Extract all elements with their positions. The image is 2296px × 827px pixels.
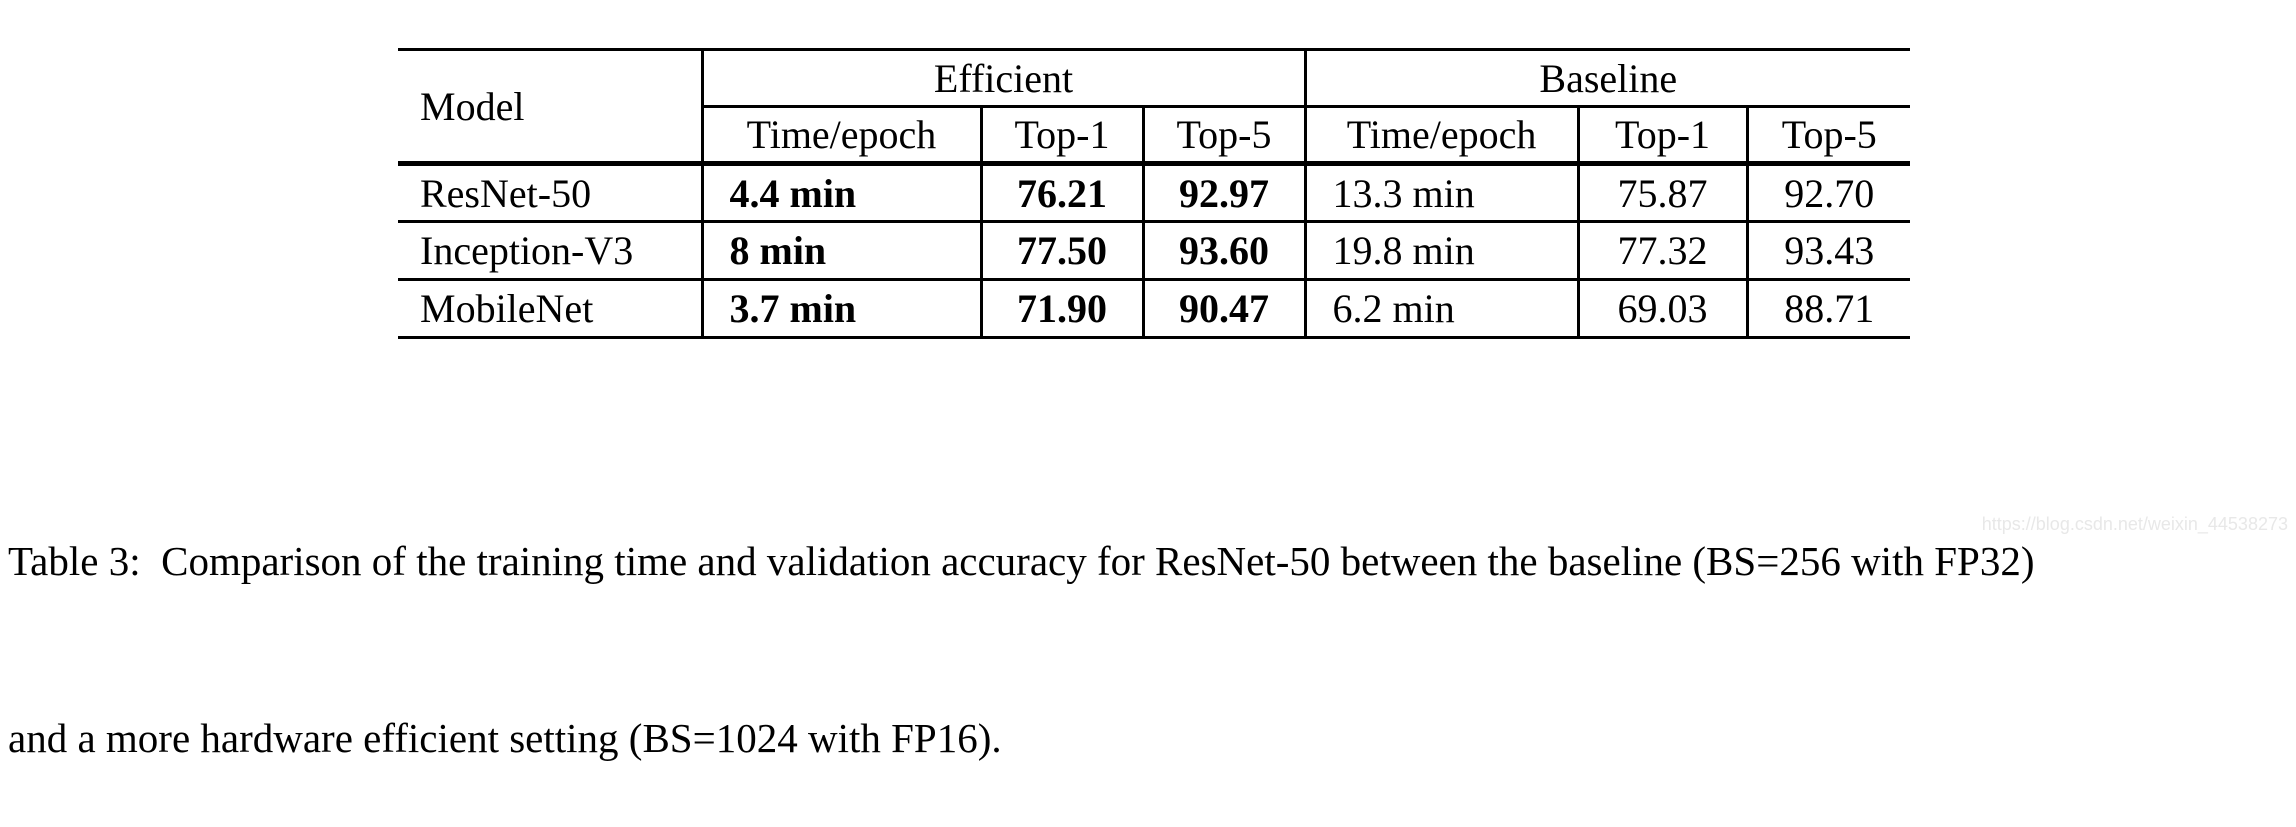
efficient-top5-value: 90.47 — [1141, 279, 1306, 339]
efficient-top5-value: 92.97 — [1141, 163, 1306, 223]
efficient-time-value: 3.7 min — [702, 279, 981, 339]
model-name: ResNet-50 — [398, 163, 704, 223]
column-header-efficient-top1: Top-1 — [979, 106, 1143, 166]
baseline-top5-value: 92.70 — [1745, 163, 1911, 223]
table-group-header-row: Model Efficient Baseline — [398, 48, 1911, 166]
watermark-url: https://blog.csdn.net/weixin_44538273 — [1981, 514, 2288, 534]
results-table: Model Efficient Baseline Time/epoch Top-… — [398, 48, 1911, 339]
baseline-top1-value: 75.87 — [1576, 163, 1748, 223]
efficient-top5-value: 93.60 — [1141, 221, 1306, 281]
group-header-baseline: Baseline — [1305, 48, 1911, 108]
baseline-top5-value: 88.71 — [1745, 279, 1911, 339]
model-name: Inception-V3 — [398, 221, 704, 281]
table-row-resnet50: ResNet-50 4.4 min 76.21 92.97 13.3 min 7… — [398, 163, 1911, 223]
column-header-efficient-top5: Top-5 — [1141, 106, 1306, 166]
baseline-time-value: 19.8 min — [1303, 221, 1579, 281]
column-header-baseline-top1: Top-1 — [1576, 106, 1748, 166]
table-row-inceptionv3: Inception-V3 8 min 77.50 93.60 19.8 min … — [398, 221, 1911, 281]
baseline-top1-value: 69.03 — [1576, 279, 1748, 339]
column-header-baseline-time-epoch: Time/epoch — [1303, 106, 1579, 166]
table-subheader-row: Time/epoch Top-1 Top-5 Time/epoch Top-1 … — [398, 106, 1911, 166]
table-caption: Table 3: Comparison of the training time… — [8, 414, 2034, 827]
table-row-mobilenet: MobileNet 3.7 min 71.90 90.47 6.2 min 69… — [398, 279, 1911, 339]
baseline-top1-value: 77.32 — [1576, 221, 1748, 281]
baseline-time-value: 13.3 min — [1303, 163, 1579, 223]
efficient-time-value: 4.4 min — [702, 163, 981, 223]
efficient-top1-value: 71.90 — [979, 279, 1143, 339]
caption-line-1: Table 3: Comparison of the training time… — [8, 538, 2035, 584]
group-header-efficient: Efficient — [702, 48, 1307, 108]
efficient-top1-value: 77.50 — [979, 221, 1143, 281]
column-header-model: Model — [398, 48, 704, 166]
column-header-baseline-top5: Top-5 — [1745, 106, 1911, 166]
efficient-time-value: 8 min — [702, 221, 981, 281]
column-header-efficient-time-epoch: Time/epoch — [702, 106, 981, 166]
model-name: MobileNet — [398, 279, 704, 339]
baseline-top5-value: 93.43 — [1745, 221, 1911, 281]
caption-line-2: and a more hardware efficient setting (B… — [8, 715, 1002, 761]
baseline-time-value: 6.2 min — [1303, 279, 1579, 339]
efficient-top1-value: 76.21 — [979, 163, 1143, 223]
